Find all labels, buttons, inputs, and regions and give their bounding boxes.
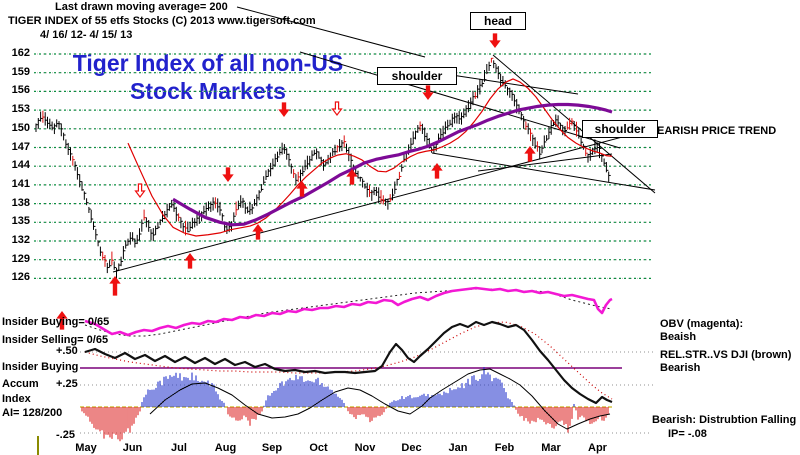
rel-str-title-label: REL.STR..VS DJI (brown) [660, 349, 792, 361]
y-axis-tick-label: 147 [11, 140, 30, 153]
x-axis-month-label: Aug [214, 442, 237, 454]
y-axis-tick-label: 159 [11, 65, 30, 78]
right-shoulder-annotation-box: shoulder [582, 120, 658, 138]
index-label: Index [2, 393, 31, 405]
x-axis-month-label: Feb [494, 442, 515, 454]
x-axis-month-label: Apr [588, 442, 607, 454]
distribution-status-label: Bearish: Distrubtion Falling [652, 414, 797, 426]
ip-value-label: IP= -.08 [668, 428, 707, 440]
y-axis-tick-label: 156 [11, 84, 30, 97]
x-axis-month-label: May [75, 442, 97, 454]
plus-25-tick-label: +.25 [56, 378, 78, 390]
x-axis-month-label: Sep [261, 442, 283, 454]
last-ma-note: Last drawn moving average= 200 [55, 1, 228, 13]
insider-selling-count-label: Insider Selling= 0/65 [2, 334, 109, 346]
minus-25-tick-label: -.25 [56, 429, 75, 441]
head-annotation-box: head [470, 12, 526, 30]
x-axis-month-label: Dec [401, 442, 422, 454]
y-axis-tick-label: 162 [11, 47, 30, 59]
y-axis-tick-label: 135 [11, 215, 30, 228]
date-range: 4/ 16/ 12- 4/ 15/ 13 [40, 29, 133, 41]
y-axis-tick-label: 153 [11, 103, 30, 116]
insider-buying-count-label: Insider Buying= 0/65 [2, 316, 110, 328]
y-axis-tick-label: 138 [11, 196, 30, 209]
x-axis-month-label: Oct [309, 442, 328, 454]
y-axis-tick-label: 132 [11, 234, 30, 246]
x-axis-month-label: Mar [541, 442, 561, 454]
y-axis-tick-label: 141 [11, 177, 30, 190]
x-axis-month-label: Nov [354, 442, 376, 454]
ai-value-label: AI= 128/200 [2, 407, 63, 419]
y-axis-tick-label: 150 [11, 121, 30, 134]
y-axis-tick-label: 144 [11, 159, 30, 172]
x-axis-month-label: Jul [171, 442, 187, 454]
left-shoulder-annotation-box: shoulder [377, 67, 457, 85]
obv-title-label: OBV (magenta): [660, 318, 744, 330]
y-axis-tick-label: 126 [11, 271, 30, 284]
obv-status-label: Beaish [660, 331, 697, 343]
x-axis-month-label: Jan [448, 442, 468, 454]
insider-buying-label: Insider Buying [2, 361, 79, 373]
x-axis-month-label: Jun [122, 442, 143, 454]
accum-label: Accum [2, 378, 39, 390]
chart-header: TIGER INDEX of 55 etfs Stocks (C) 2013 w… [8, 15, 316, 27]
plus-50-tick-label: +.50 [56, 345, 78, 357]
rel-str-status-label: Bearish [660, 362, 701, 374]
bearish-price-trend-label: EARISH PRICE TREND [657, 125, 777, 137]
y-axis-tick-label: 129 [11, 252, 30, 265]
